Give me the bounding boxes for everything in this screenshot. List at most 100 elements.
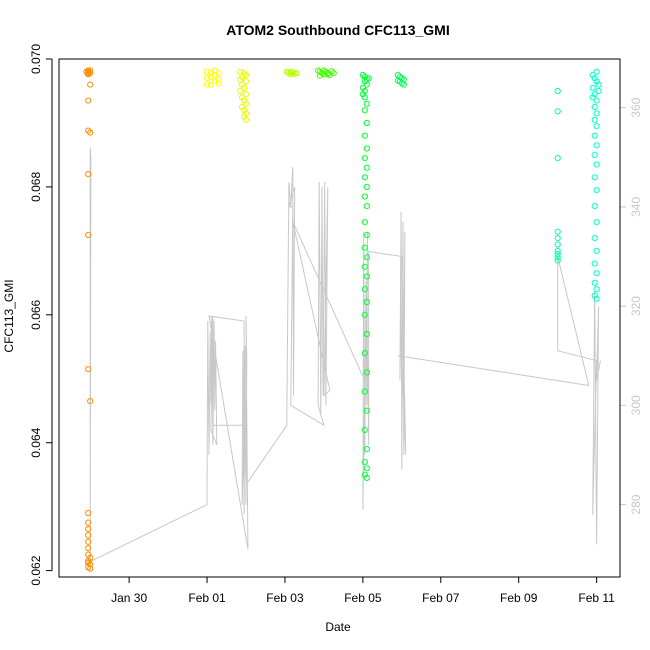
data-point-series-8 [595, 87, 602, 95]
x-tick-label: Feb 11 [578, 591, 615, 605]
right-axis-tick-label: 300 [629, 395, 643, 415]
data-point-series-8 [589, 84, 596, 91]
data-point-series-0 [85, 551, 92, 558]
data-point-series-5 [361, 426, 368, 433]
data-point-series-8 [589, 94, 596, 101]
data-point-series-8 [591, 279, 598, 286]
data-point-series-1 [215, 80, 222, 87]
data-point-series-5 [363, 164, 370, 171]
y-tick-label: 0.064 [29, 427, 43, 457]
data-point-series-5 [363, 298, 370, 306]
data-point-series-0 [85, 545, 92, 552]
data-point-series-0 [85, 127, 92, 134]
data-point-series-5 [361, 78, 368, 85]
y-tick-label: 0.070 [29, 44, 43, 74]
data-point-series-5 [361, 219, 368, 226]
data-point-series-4 [330, 70, 337, 77]
data-point-series-5 [361, 244, 368, 251]
data-point-series-5 [361, 87, 368, 95]
data-point-series-4 [320, 67, 327, 74]
data-point-series-0 [85, 231, 92, 238]
data-point-series-5 [361, 107, 368, 114]
data-point-series-8 [593, 142, 600, 149]
data-point-series-0 [85, 557, 92, 565]
data-point-series-5 [361, 193, 368, 200]
data-point-series-5 [361, 471, 368, 478]
data-point-series-7 [554, 241, 561, 248]
data-point-series-6 [400, 81, 407, 88]
data-point-series-5 [363, 407, 370, 414]
data-point-series-8 [593, 219, 600, 226]
data-point-series-0 [87, 67, 94, 74]
x-tick-label: Feb 07 [422, 591, 460, 605]
data-point-series-2 [239, 103, 246, 111]
data-point-series-5 [363, 183, 370, 190]
data-point-series-2 [237, 68, 244, 75]
data-point-series-8 [591, 116, 598, 123]
data-point-series-8 [591, 174, 598, 181]
data-point-series-1 [203, 81, 211, 88]
scatter-points-layer [83, 67, 602, 572]
line-series-layer [88, 147, 601, 563]
data-point-series-5 [361, 350, 368, 357]
x-tick-label: Jan 30 [111, 591, 147, 605]
data-point-series-7 [554, 87, 561, 95]
data-point-series-7 [554, 250, 561, 258]
data-point-series-0 [85, 519, 92, 526]
data-point-series-7 [554, 155, 561, 162]
data-point-series-4 [316, 72, 324, 79]
data-point-series-5 [363, 254, 370, 261]
right-axis-tick-label: 340 [629, 197, 643, 217]
data-point-series-5 [361, 311, 368, 318]
data-point-series-8 [591, 103, 598, 111]
y-tick-label: 0.062 [29, 555, 43, 585]
data-point-series-1 [207, 81, 214, 88]
data-point-series-8 [593, 161, 600, 168]
data-point-series-8 [591, 260, 598, 267]
y-tick-label: 0.066 [29, 299, 43, 329]
data-point-series-3 [287, 68, 294, 75]
data-point-series-8 [593, 295, 600, 302]
data-point-series-4 [328, 68, 335, 75]
data-point-series-8 [593, 270, 600, 277]
data-point-series-7 [554, 228, 561, 235]
data-point-series-5 [365, 75, 372, 82]
data-point-series-7 [554, 235, 561, 242]
data-point-series-8 [593, 247, 600, 254]
data-point-series-5 [363, 145, 370, 152]
data-point-series-0 [85, 171, 92, 178]
data-point-series-0 [83, 68, 90, 75]
data-point-series-5 [363, 465, 370, 472]
data-point-series-5 [361, 155, 368, 162]
data-point-series-1 [203, 75, 211, 82]
data-point-series-8 [593, 68, 600, 75]
data-point-series-0 [87, 561, 94, 568]
data-point-series-7 [554, 254, 561, 261]
data-point-series-5 [359, 71, 366, 79]
data-point-series-8 [595, 81, 602, 88]
data-point-series-5 [361, 132, 368, 139]
data-point-series-8 [593, 123, 600, 130]
data-point-series-8 [591, 75, 598, 82]
data-point-series-5 [361, 174, 368, 181]
data-point-series-5 [359, 84, 366, 91]
right-axis-line-series [88, 147, 601, 563]
data-point-series-0 [87, 554, 94, 561]
data-point-series-0 [85, 97, 92, 104]
data-point-series-7 [554, 247, 561, 254]
chart-title: ATOM2 Southbound CFC113_GMI [226, 22, 450, 38]
data-point-series-2 [242, 100, 250, 107]
data-point-series-0 [85, 532, 92, 539]
right-axis-tick-label: 280 [629, 494, 643, 514]
data-point-series-4 [324, 71, 331, 78]
data-point-series-0 [85, 366, 92, 373]
data-point-series-5 [363, 231, 370, 238]
data-point-series-0 [87, 129, 94, 136]
data-point-series-0 [87, 70, 94, 77]
data-point-series-5 [359, 91, 366, 98]
data-point-series-2 [237, 76, 244, 83]
right-axis-tick-label: 360 [629, 97, 643, 117]
data-point-series-5 [363, 273, 370, 280]
data-point-series-3 [293, 70, 300, 77]
